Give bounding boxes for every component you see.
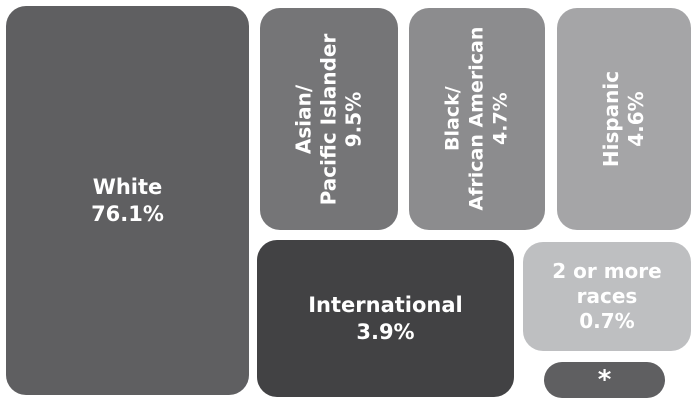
tile-asterisk: * (544, 362, 665, 398)
tile-hispanic-label: Hispanic 4.6% (598, 70, 648, 168)
tile-white: White 76.1% (6, 6, 249, 395)
tile-hispanic: Hispanic 4.6% (557, 8, 691, 230)
tile-international-label: International 3.9% (308, 293, 463, 344)
tile-two-or-more-races: 2 or more races 0.7% (523, 242, 691, 351)
tile-asian-pacific-islander-label: Asian/Pacific Islander 9.5% (291, 33, 366, 205)
tile-asian-pacific-islander: Asian/Pacific Islander 9.5% (260, 8, 398, 230)
tile-two-or-more-races-label: 2 or more races 0.7% (552, 259, 662, 333)
tile-black-african-american: Black/African American 4.7% (409, 8, 545, 230)
tile-asterisk-label: * (597, 364, 612, 395)
tile-white-label: White 76.1% (91, 175, 164, 226)
tile-black-african-american-label: Black/African American 4.7% (441, 27, 511, 211)
tile-international: International 3.9% (257, 240, 514, 397)
